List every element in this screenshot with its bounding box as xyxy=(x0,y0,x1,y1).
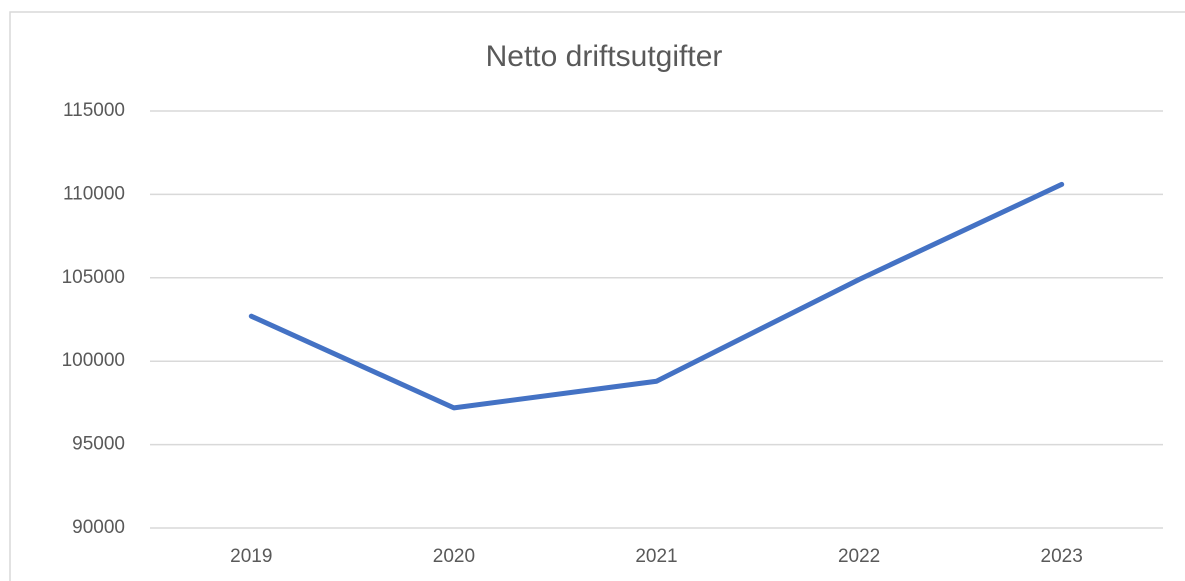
y-tick-label: 100000 xyxy=(62,350,125,371)
x-tick-label: 2020 xyxy=(433,546,475,567)
chart-title: Netto driftsutgifter xyxy=(486,40,723,73)
chart-border xyxy=(9,11,1185,581)
data-line xyxy=(248,181,1065,411)
x-tick-label: 2019 xyxy=(230,546,272,567)
y-tick-label: 115000 xyxy=(63,100,125,121)
x-tick-label: 2022 xyxy=(838,546,880,567)
y-tick-label: 95000 xyxy=(72,434,125,455)
x-tick-label: 2021 xyxy=(635,546,677,567)
y-tick-label: 110000 xyxy=(63,183,125,204)
x-tick-label: 2023 xyxy=(1041,546,1083,567)
y-tick-label: 105000 xyxy=(62,267,125,288)
y-tick-label: 90000 xyxy=(72,517,125,538)
